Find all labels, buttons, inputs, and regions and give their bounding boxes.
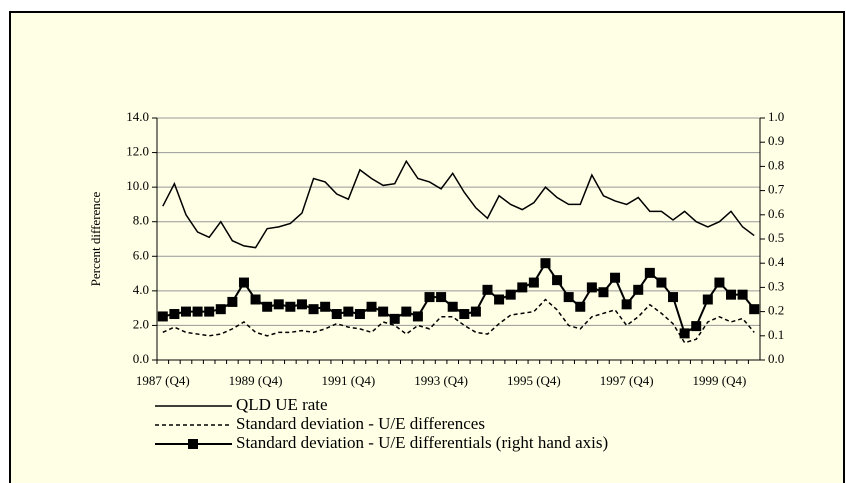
series-marker: [343, 306, 354, 317]
x-tick-label: 1995 (Q4): [507, 373, 561, 388]
y-tick-label: 8.0: [133, 213, 149, 228]
series-line: [162, 261, 755, 335]
series-marker: [494, 294, 505, 305]
legend-label: QLD UE rate: [236, 395, 328, 414]
series-marker: [714, 277, 725, 288]
x-tick-label: 1987 (Q4): [136, 373, 190, 388]
x-tick-label: 1989 (Q4): [229, 373, 283, 388]
series-marker: [644, 267, 655, 278]
series-marker: [169, 309, 180, 320]
series-marker: [296, 299, 307, 310]
series-marker: [308, 304, 319, 315]
series-marker: [378, 306, 389, 317]
series-marker: [447, 301, 458, 312]
y2-tick-label: 0.3: [768, 278, 784, 293]
series-marker: [180, 306, 191, 317]
series-marker: [598, 287, 609, 298]
x-tick-label: 1993 (Q4): [414, 373, 468, 388]
series-marker: [749, 304, 760, 315]
series-marker: [702, 294, 713, 305]
series-marker: [262, 301, 273, 312]
series-marker: [679, 328, 690, 339]
series-marker: [575, 301, 586, 312]
series-marker: [273, 299, 284, 310]
series-marker: [737, 289, 748, 300]
series-marker: [517, 282, 528, 293]
x-tick-label: 1997 (Q4): [600, 373, 654, 388]
series-marker: [563, 292, 574, 303]
series-marker: [192, 306, 203, 317]
series-marker: [389, 313, 400, 324]
y2-tick-label: 0.1: [768, 327, 784, 342]
series-marker: [215, 304, 226, 315]
series-marker: [540, 258, 551, 269]
series-marker: [250, 294, 261, 305]
series-marker: [691, 321, 702, 332]
series-line: [162, 298, 755, 344]
y2-tick-label: 0.7: [768, 182, 785, 197]
y2-tick-label: 0.6: [768, 206, 785, 221]
series-marker: [157, 311, 168, 322]
y2-tick-label: 0.5: [768, 230, 784, 245]
y2-tick-label: 0.4: [768, 254, 785, 269]
series-marker: [412, 311, 423, 322]
series-marker: [528, 277, 539, 288]
series-marker: [366, 301, 377, 312]
y2-tick-label: 0.9: [768, 133, 784, 148]
y2-tick-label: 1.0: [768, 109, 784, 124]
series-marker: [586, 282, 597, 293]
legend-marker: [188, 439, 198, 449]
y2-tick-label: 0.8: [768, 157, 784, 172]
series-marker: [227, 296, 238, 307]
series-marker: [204, 306, 215, 317]
y2-tick-label: 0.2: [768, 303, 784, 318]
legend-label: Standard deviation - U/E differentials (…: [236, 433, 608, 452]
y-tick-label: 4.0: [133, 282, 149, 297]
x-tick-label: 1999 (Q4): [693, 373, 747, 388]
series-marker: [354, 309, 365, 320]
series-marker: [621, 299, 632, 310]
y-tick-label: 10.0: [126, 178, 149, 193]
series-marker: [320, 301, 331, 312]
series-marker: [470, 306, 481, 317]
legend-label: Standard deviation - U/E differences: [236, 414, 485, 433]
chart-frame: [9, 11, 845, 483]
series-marker: [331, 309, 342, 320]
y2-tick-label: 0.0: [768, 351, 784, 366]
series-marker: [668, 292, 679, 303]
series-marker: [285, 301, 296, 312]
series-marker: [401, 306, 412, 317]
y-tick-label: 2.0: [133, 316, 149, 331]
series-marker: [610, 272, 621, 283]
series-marker: [459, 309, 470, 320]
series-marker: [552, 275, 563, 286]
series-marker: [656, 277, 667, 288]
x-tick-label: 1991 (Q4): [321, 373, 375, 388]
series-marker: [726, 289, 737, 300]
series-line: [162, 159, 755, 249]
series-marker: [633, 284, 644, 295]
y-axis-label: Percent difference: [88, 191, 103, 286]
series-marker: [424, 292, 435, 303]
series-marker: [482, 284, 493, 295]
y-tick-label: 14.0: [126, 109, 149, 124]
y-tick-label: 12.0: [126, 144, 149, 159]
series-marker: [436, 292, 447, 303]
series-marker: [505, 289, 516, 300]
series-marker: [238, 277, 249, 288]
y-tick-label: 0.0: [133, 351, 149, 366]
y-tick-label: 6.0: [133, 247, 149, 262]
